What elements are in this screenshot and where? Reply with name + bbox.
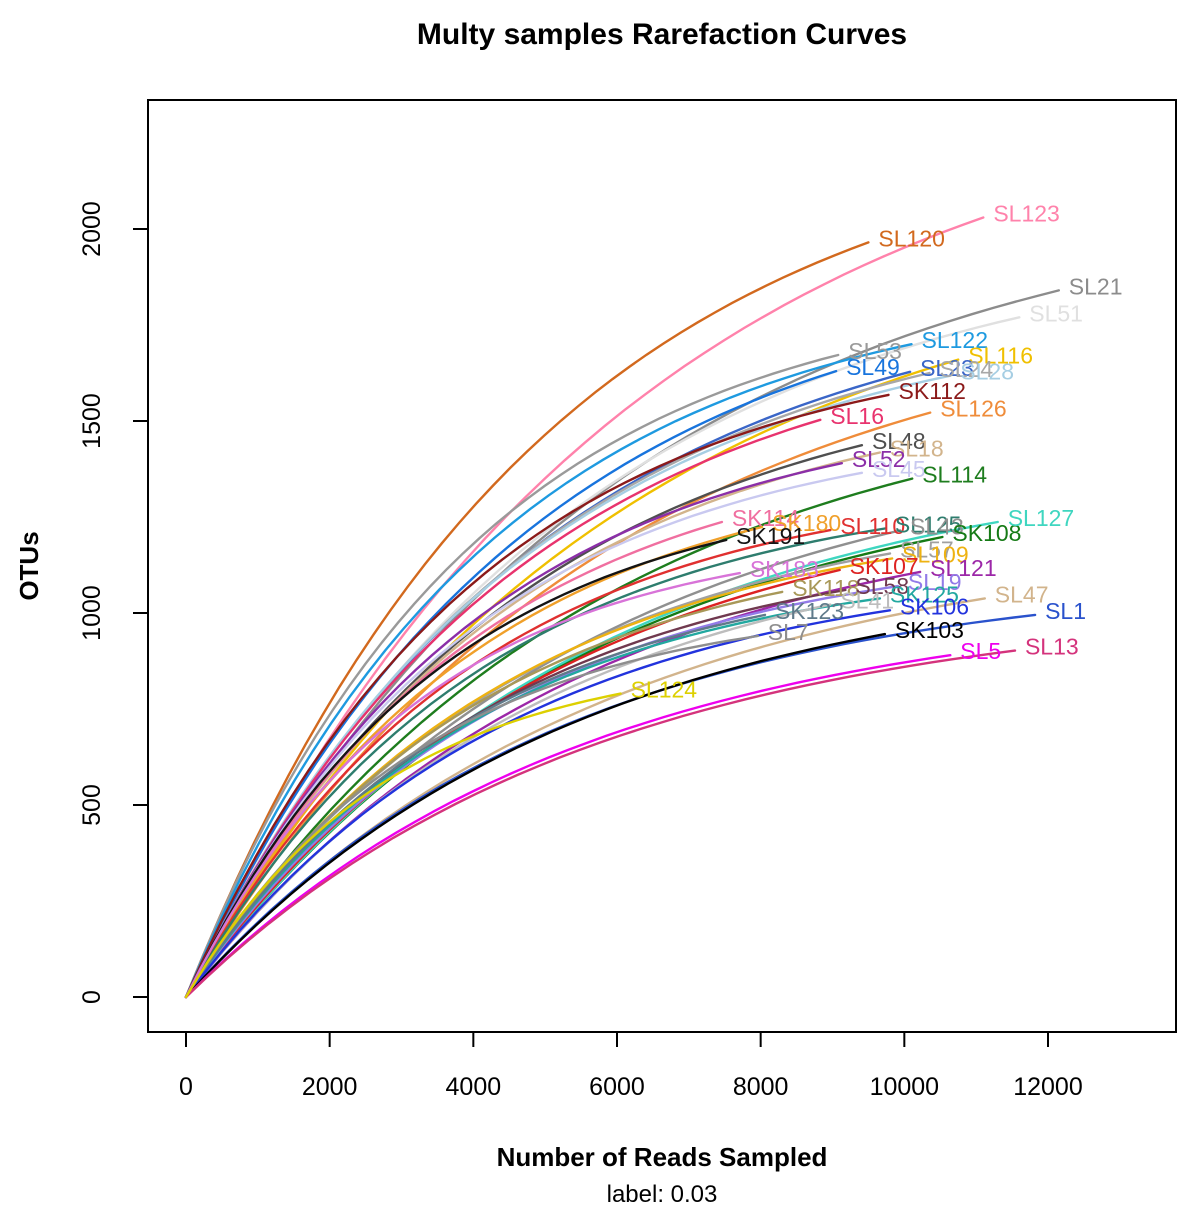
series-label-SL121: SL121 [930, 555, 997, 581]
x-tick-label: 10000 [870, 1073, 940, 1101]
series-label-SL41: SL41 [840, 588, 894, 614]
series-curve-SK125 [184, 597, 882, 999]
series-label-SL127: SL127 [1008, 505, 1075, 531]
series-label-SL123: SL123 [993, 200, 1060, 226]
series-label-SL57: SL57 [900, 536, 954, 562]
series-label-SK180: SK180 [772, 510, 841, 536]
series-label-SL24: SL24 [939, 356, 993, 382]
series-label-SL48: SL48 [872, 428, 926, 454]
series-label-SL1: SL1 [1045, 598, 1086, 624]
y-tick-label: 0 [78, 990, 106, 1004]
series-label-SL120: SL120 [878, 225, 945, 251]
series-curve-SL126 [184, 411, 932, 999]
series-curve-SL120 [184, 241, 870, 999]
series-label-SK183: SK183 [750, 556, 819, 582]
series-curve-SL121 [184, 570, 922, 999]
series-label-SK191: SK191 [736, 523, 805, 549]
series-label-SL58: SL58 [855, 573, 909, 599]
series-curve-SL13 [184, 649, 1017, 999]
series-label-SK103: SK103 [895, 617, 964, 643]
series-curve-SL53 [184, 353, 840, 999]
series-curve-SL45 [184, 471, 864, 999]
series-label-SK125: SK125 [890, 581, 959, 607]
series-curve-SL110 [184, 528, 832, 999]
series-label-SL124: SL124 [631, 677, 698, 703]
series-label-SK123: SK123 [775, 598, 844, 624]
series-curve-SK183 [184, 571, 741, 999]
series-label-SL18: SL18 [890, 435, 944, 461]
y-tick-label: 500 [78, 784, 106, 826]
series-curve-SL19 [184, 584, 900, 999]
series-curve-SK103 [184, 632, 887, 999]
series-label-SL43: SL43 [910, 513, 964, 539]
y-tick-label: 2000 [78, 201, 106, 257]
x-axis-subtitle: label: 0.03 [607, 1181, 718, 1208]
series-curve-SL28 [184, 374, 952, 999]
chart-title: Multy samples Rarefaction Curves [417, 18, 907, 51]
series-label-SL19: SL19 [908, 569, 962, 595]
x-axis-ticks: 0 2000 4000 6000 8000 10000 12000 [179, 1032, 1083, 1101]
series-label-SL16: SL16 [830, 403, 884, 429]
series-label-SL122: SL122 [922, 327, 989, 353]
x-tick-label: 6000 [589, 1073, 645, 1101]
series-curve-SL49 [184, 369, 838, 999]
y-axis-ticks: 0 500 1000 1500 2000 [78, 201, 148, 1004]
series-label-SL125: SL125 [895, 512, 962, 538]
series-curve-SL1 [184, 613, 1037, 999]
series-label-SL110: SL110 [840, 513, 905, 539]
series-curve-SK114 [184, 520, 724, 999]
x-tick-label: 12000 [1013, 1073, 1083, 1101]
series-label-SL116: SL116 [968, 343, 1033, 369]
series-curve-SL124 [184, 692, 622, 999]
series-label-SK106: SK106 [900, 593, 969, 619]
series-label-SL114: SL114 [922, 462, 987, 488]
series-curve-SL16 [184, 418, 822, 999]
series-curve-SK191 [184, 538, 728, 999]
series-curve-SL125 [184, 527, 887, 999]
series-label-SL126: SL126 [940, 396, 1007, 422]
series-label-SL45: SL45 [872, 456, 926, 482]
series-curve-SL5 [184, 654, 952, 999]
series-label-SK108: SK108 [952, 520, 1021, 546]
series-label-SK112: SK112 [899, 378, 966, 404]
series-label-SL47: SL47 [995, 581, 1049, 607]
y-tick-label: 1500 [78, 393, 106, 449]
series-label-SK114: SK114 [732, 505, 800, 531]
x-tick-label: 8000 [733, 1073, 789, 1101]
series-label-SL52: SL52 [852, 446, 906, 472]
series-label-SL51: SL51 [1029, 300, 1083, 326]
series-label-SL109: SL109 [902, 541, 969, 567]
series-label-SL49: SL49 [846, 354, 900, 380]
series-curve-SK123 [184, 613, 767, 999]
series-curves [184, 216, 1060, 999]
series-label-SK118: SK118 [792, 575, 859, 601]
series-curve-SK112 [184, 393, 890, 999]
y-axis-title: OTUs [14, 531, 44, 600]
y-tick-label: 1000 [78, 585, 106, 641]
series-label-SL13: SL13 [1025, 634, 1079, 660]
series-label-SL21: SL21 [1069, 273, 1123, 299]
series-label-SL28: SL28 [960, 359, 1014, 385]
series-curve-SK106 [184, 609, 892, 999]
series-label-SK107: SK107 [850, 553, 919, 579]
x-axis-title: Number of Reads Sampled [497, 1142, 828, 1172]
series-curve-SL52 [184, 462, 843, 999]
series-label-SL7: SL7 [768, 619, 809, 645]
x-tick-label: 4000 [446, 1073, 502, 1101]
series-label-SL23: SL23 [920, 355, 974, 381]
series-label-SL5: SL5 [960, 638, 1001, 664]
series-curve-SL122 [184, 343, 913, 999]
series-label-SL53: SL53 [848, 338, 902, 364]
series-curve-SL51 [184, 316, 1021, 999]
x-tick-label: 2000 [302, 1073, 358, 1101]
plot-border [147, 99, 1177, 1033]
x-tick-label: 0 [179, 1073, 193, 1101]
